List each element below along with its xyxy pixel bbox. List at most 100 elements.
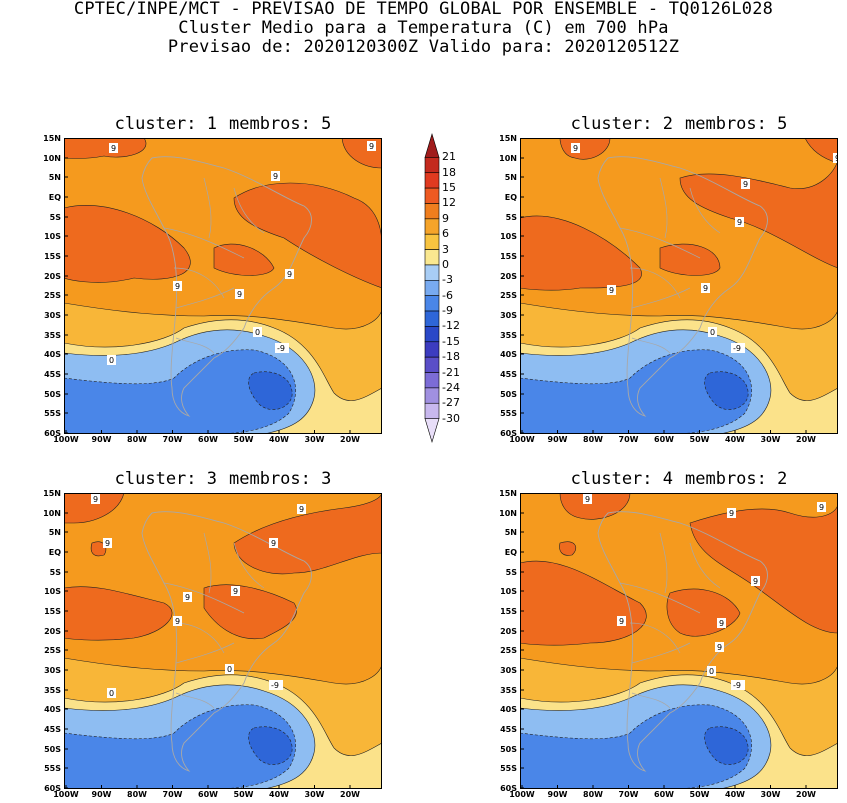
country-border: [233, 187, 265, 234]
title-line-1: CPTEC/INPE/MCT - PREVISAO DE TEMPO GLOBA…: [73, 0, 774, 19]
colorbar-level-label: -24: [442, 380, 460, 394]
contour-value-text: -9: [271, 681, 279, 690]
lat-tick-label: 25S: [500, 646, 517, 655]
lat-tick-label: 50S: [44, 390, 61, 399]
colorbar-swatch: [424, 172, 440, 189]
country-border: [175, 287, 235, 309]
lat-tick-label: EQ: [48, 193, 61, 202]
cluster-label: cluster: 2: [570, 114, 673, 134]
country-border: [175, 337, 215, 354]
colorbar-swatch: [424, 280, 440, 296]
country-border: [631, 692, 671, 709]
contour-region-warm: [90, 541, 107, 557]
lat-tick-label: 60S: [44, 784, 61, 793]
colorbar-swatch: [424, 233, 440, 250]
colorbar-swatch: [424, 387, 440, 404]
lon-tick-label: 60W: [654, 790, 674, 799]
lat-tick-label: 5N: [48, 173, 61, 182]
temperature-map: 9 9 9 9 9 9 0 -9 0: [64, 138, 382, 434]
country-border: [175, 642, 235, 664]
lat-tick-label: 45S: [500, 370, 517, 379]
contour-value-label: 9: [271, 171, 280, 181]
lat-tick-label: 40S: [44, 705, 61, 714]
contour-value-label: -9: [269, 680, 283, 690]
contour-value-text: 9: [233, 587, 238, 596]
lat-tick-label: 10N: [499, 154, 517, 163]
country-border: [203, 532, 212, 594]
coastline: [597, 511, 768, 772]
contour-value-label: 9: [367, 141, 376, 151]
lat-tick-label: 25S: [44, 291, 61, 300]
lat-tick-label: 15S: [500, 607, 517, 616]
lat-tick-label: 30S: [500, 666, 517, 675]
country-border: [619, 227, 701, 259]
lat-tick-label: EQ: [504, 193, 517, 202]
contour-value-label: 9: [173, 281, 182, 291]
lon-tick-label: 20W: [340, 790, 360, 799]
map-frame: [520, 138, 838, 434]
contour-value-text: 9: [743, 180, 748, 189]
colorbar-level-label: 12: [442, 196, 456, 210]
colorbar-swatch: [424, 264, 440, 281]
panel-title: cluster: 4 membros: 2: [520, 469, 838, 489]
lon-tick-label: 30W: [760, 435, 781, 444]
country-border: [233, 542, 265, 589]
lat-tick-label: EQ: [48, 548, 61, 557]
lon-tick-label: 90W: [547, 790, 568, 799]
contour-value-label: 9: [297, 504, 306, 514]
colorbar-level-label: 18: [442, 165, 456, 179]
contour-value-text: 9: [287, 270, 292, 279]
lat-tick-label: 40S: [44, 350, 61, 359]
lat-tick-label: 20S: [500, 627, 517, 636]
contour-value-text: 9: [93, 495, 98, 504]
contour-value-text: 9: [369, 142, 374, 151]
colorbar-swatch: [424, 203, 440, 220]
lat-tick-label: 30S: [44, 666, 61, 675]
lon-tick-label: 30W: [304, 435, 325, 444]
lon-tick-label: 40W: [725, 435, 745, 444]
colorbar-level-label: -30: [442, 411, 460, 425]
contour-value-text: 9: [737, 218, 742, 227]
map-frame: [64, 493, 382, 789]
contour-region-cold: [520, 704, 752, 789]
colorbar-swatch: [424, 187, 440, 204]
lat-tick-label: 5N: [48, 528, 61, 537]
lat-tick-label: 25S: [500, 291, 517, 300]
temperature-map: 9 9 9 9 9 9 0 -9: [520, 138, 838, 434]
country-border: [629, 267, 681, 299]
lat-tick-label: 35S: [500, 686, 517, 695]
colorbar-swatch: [424, 326, 440, 343]
contour-region-warm: [64, 205, 191, 283]
colorbar-swatch: [424, 249, 440, 266]
contour-value-label: 9: [103, 538, 112, 548]
lat-tick-label: 40S: [500, 350, 517, 359]
lon-tick-label: 50W: [689, 435, 710, 444]
colorbar-swatch: [424, 295, 440, 312]
temperature-map: 9 9 9 9 9 9 9 0 -9 0: [64, 493, 382, 789]
lat-tick-label: 15N: [43, 134, 61, 143]
coastline: [597, 156, 768, 417]
country-border: [659, 532, 668, 594]
lat-tick-label: 20S: [44, 272, 61, 281]
contour-value-label: 0: [107, 355, 116, 365]
lat-tick-label: 55S: [500, 764, 517, 773]
contour-value-text: 9: [835, 154, 838, 163]
contour-value-text: -9: [733, 344, 741, 353]
colorbar-level-label: 6: [442, 227, 449, 241]
country-border: [629, 622, 681, 654]
lat-tick-label: 15S: [500, 252, 517, 261]
country-border: [659, 177, 668, 239]
lat-tick-label: 10N: [43, 509, 61, 518]
lat-tick-label: 40S: [500, 705, 517, 714]
lon-tick-label: 80W: [583, 435, 603, 444]
map-panel-cluster-2: cluster: 2 membros: 5 9 9 9 9 9 9 0 -9 15N 10N 5N E…: [499, 114, 838, 444]
lon-tick-label: 50W: [689, 790, 710, 799]
lon-tick-label: 80W: [127, 790, 147, 799]
map-canvas: 9 9 9 9 9 9 9 0 -9 0: [64, 493, 382, 789]
lat-tick-label: 25S: [44, 646, 61, 655]
colorbar-level-label: 21: [442, 150, 456, 164]
colorbar-swatch: [424, 402, 440, 419]
colorbar-level-label: -3: [442, 273, 453, 287]
map-panel-cluster-1: cluster: 1 membros: 5 9 9 9 9 9 9 0 -9 0 15N 10N 5N…: [43, 114, 382, 444]
lat-tick-label: 5S: [505, 568, 517, 577]
